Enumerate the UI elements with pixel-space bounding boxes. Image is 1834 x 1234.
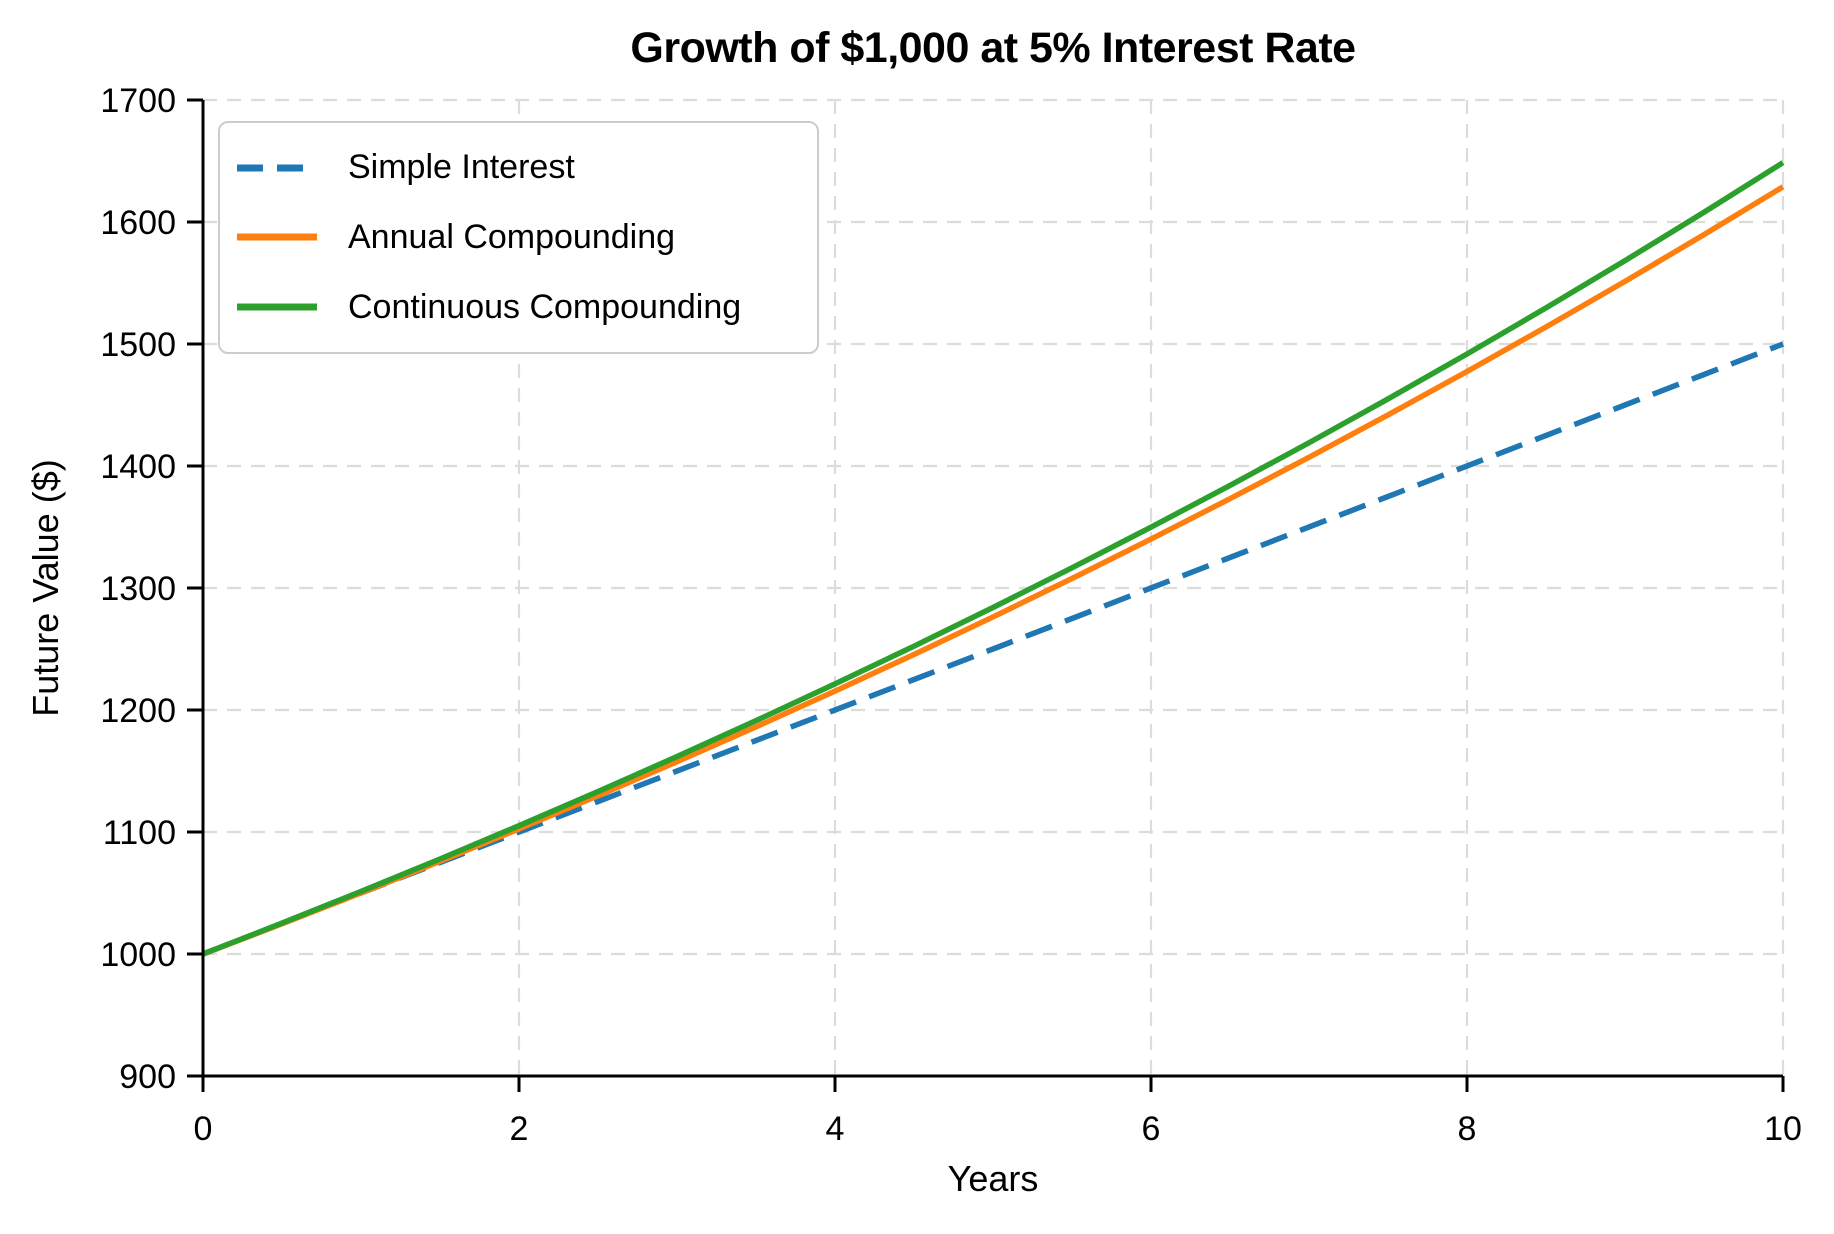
chart-title: Growth of $1,000 at 5% Interest Rate bbox=[630, 24, 1356, 72]
y-tick-label: 900 bbox=[119, 1058, 176, 1096]
legend-label-continuous-compounding: Continuous Compounding bbox=[348, 287, 742, 326]
y-tick-label: 1100 bbox=[103, 814, 176, 852]
series-line-simple-interest bbox=[202, 341, 1784, 957]
x-tick-label: 4 bbox=[826, 1110, 845, 1148]
legend-swatch-continuous-compounding bbox=[237, 303, 317, 311]
legend-item-continuous-compounding: Continuous Compounding bbox=[236, 288, 807, 327]
y-tick-label: 1300 bbox=[100, 570, 176, 608]
legend-item-simple-interest: Simple Interest bbox=[236, 148, 807, 187]
y-axis-label: Future Value ($) bbox=[25, 459, 66, 717]
y-tick-label: 1200 bbox=[100, 692, 176, 730]
x-axis-label: Years bbox=[947, 1158, 1039, 1199]
y-tick-label: 1600 bbox=[100, 204, 176, 242]
y-tick-label: 1000 bbox=[100, 936, 176, 974]
series-line-continuous-compounding bbox=[201, 160, 1785, 957]
legend-swatch-annual-compounding bbox=[237, 233, 317, 241]
legend-item-annual-compounding: Annual Compounding bbox=[236, 218, 807, 257]
legend-swatch-simple-interest bbox=[237, 164, 317, 172]
y-tick-label: 1400 bbox=[100, 448, 176, 486]
legend-label-simple-interest: Simple Interest bbox=[348, 148, 575, 187]
x-tick-label: 10 bbox=[1764, 1110, 1802, 1148]
legend: Simple Interest Annual Compounding Continu… bbox=[218, 121, 819, 354]
legend-label-annual-compounding: Annual Compounding bbox=[348, 217, 676, 256]
x-tick-label: 6 bbox=[1142, 1110, 1161, 1148]
x-tick-label: 0 bbox=[194, 1110, 213, 1148]
y-tick-label: 1500 bbox=[100, 326, 176, 364]
y-tick-label: 1700 bbox=[100, 82, 176, 120]
x-tick-label: 2 bbox=[510, 1110, 529, 1148]
x-tick-label: 8 bbox=[1458, 1110, 1477, 1148]
